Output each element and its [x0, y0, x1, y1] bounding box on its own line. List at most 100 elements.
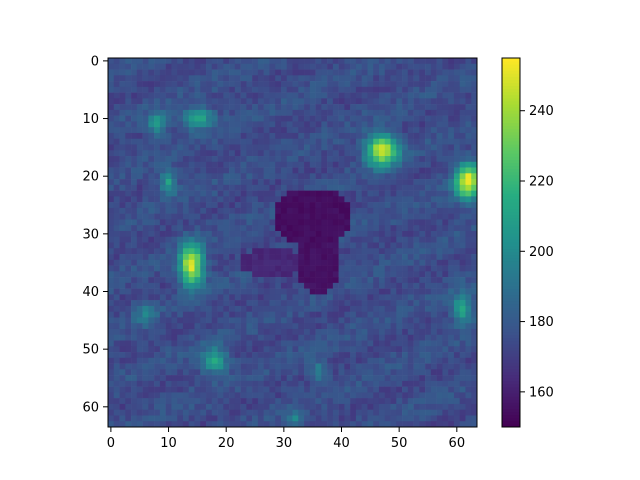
heatmap-cell — [344, 305, 351, 312]
heatmap-cell — [240, 328, 247, 336]
heatmap-cell — [298, 259, 305, 266]
heatmap-cell — [257, 409, 264, 416]
heatmap-cell — [194, 190, 201, 197]
heatmap-cell — [217, 202, 224, 209]
heatmap-cell — [304, 369, 311, 376]
heatmap-cell — [252, 81, 259, 88]
heatmap-cell — [338, 375, 345, 382]
heatmap-cell — [465, 288, 472, 295]
heatmap-cell — [419, 98, 426, 105]
heatmap-cell — [315, 127, 322, 134]
heatmap-cell — [131, 127, 138, 134]
heatmap-cell — [292, 184, 299, 191]
heatmap-cell — [459, 190, 466, 197]
heatmap-cell — [327, 202, 334, 209]
heatmap-cell — [252, 300, 259, 307]
heatmap-cell — [309, 132, 316, 140]
colorbar-segment — [502, 187, 520, 191]
heatmap-cell — [355, 282, 362, 289]
heatmap-cell — [142, 144, 149, 151]
heatmap-cell — [367, 248, 374, 255]
heatmap-cell — [223, 156, 230, 163]
heatmap-cell — [182, 58, 190, 65]
heatmap-cell — [269, 132, 276, 140]
heatmap-cell — [131, 104, 138, 111]
heatmap-cell — [309, 323, 316, 330]
heatmap-cell — [280, 190, 288, 197]
heatmap-cell — [332, 109, 339, 116]
heatmap-cell — [442, 380, 449, 387]
colorbar-segment — [502, 141, 520, 145]
heatmap-cell — [154, 294, 161, 301]
heatmap-cell — [327, 369, 334, 376]
heatmap-cell — [211, 236, 218, 243]
heatmap-cell — [448, 115, 455, 122]
heatmap-cell — [315, 115, 322, 122]
heatmap-cell — [286, 323, 293, 330]
heatmap-cell — [148, 340, 155, 347]
heatmap-cell — [286, 380, 293, 387]
heatmap-cell — [309, 242, 316, 249]
colorbar-segment — [502, 211, 520, 216]
heatmap-cell — [384, 288, 391, 295]
heatmap-cell — [448, 58, 455, 65]
heatmap-cell — [217, 380, 224, 387]
heatmap-cell — [136, 242, 143, 249]
heatmap-cell — [113, 398, 120, 405]
heatmap-cell — [384, 242, 391, 249]
heatmap-cell — [229, 132, 236, 140]
heatmap-cell — [142, 346, 149, 353]
heatmap-cell — [407, 58, 414, 65]
heatmap-cell — [125, 144, 132, 151]
heatmap-cell — [217, 86, 224, 93]
heatmap-cell — [327, 190, 334, 197]
colorbar-segment — [502, 220, 520, 225]
heatmap-cell — [240, 300, 247, 307]
heatmap-cell — [304, 248, 311, 255]
heatmap-cell — [321, 421, 328, 428]
heatmap-cell — [332, 173, 339, 180]
heatmap-cell — [108, 150, 115, 157]
heatmap-cell — [234, 311, 241, 318]
heatmap-cell — [459, 196, 466, 203]
heatmap-cell — [252, 207, 259, 214]
heatmap-cell — [234, 184, 241, 191]
heatmap-cell — [113, 121, 120, 128]
heatmap-cell — [269, 282, 276, 289]
heatmap-cell — [459, 305, 466, 312]
heatmap-cell — [442, 392, 449, 399]
heatmap-cell — [350, 236, 357, 243]
heatmap-cell — [246, 323, 253, 330]
heatmap-cell — [275, 282, 282, 289]
colorbar-segment — [502, 340, 520, 345]
heatmap-cell — [211, 184, 218, 191]
heatmap-cell — [211, 127, 218, 134]
heatmap-cell — [240, 161, 247, 168]
heatmap-cell — [113, 386, 120, 393]
heatmap-cell — [321, 409, 328, 416]
heatmap-cell — [257, 305, 264, 312]
heatmap-cell — [108, 81, 115, 88]
heatmap-cell — [119, 69, 126, 76]
heatmap-cell — [315, 288, 322, 295]
heatmap-cell — [309, 294, 316, 301]
colorbar-segment — [502, 307, 520, 311]
heatmap-cell — [229, 340, 236, 347]
heatmap-cell — [257, 104, 264, 111]
heatmap-cell — [194, 305, 201, 312]
heatmap-cell — [350, 230, 357, 238]
heatmap-cell — [448, 403, 455, 411]
heatmap-cell — [246, 398, 253, 405]
heatmap-cell — [108, 236, 115, 243]
heatmap-cell — [321, 132, 328, 140]
heatmap-cell — [459, 150, 466, 157]
heatmap-cell — [182, 357, 190, 364]
heatmap-cell — [252, 415, 259, 422]
heatmap-cell — [234, 369, 241, 376]
heatmap-cell — [257, 138, 264, 145]
heatmap-cell — [108, 415, 115, 422]
heatmap-cell — [373, 173, 380, 180]
heatmap-cell — [206, 282, 213, 289]
heatmap-cell — [177, 415, 184, 422]
heatmap-cell — [361, 386, 368, 393]
